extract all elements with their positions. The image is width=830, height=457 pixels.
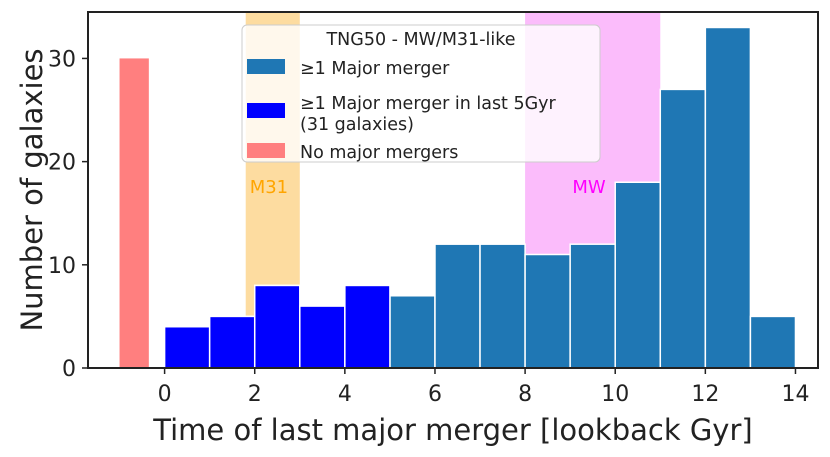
x-tick-label: 4 (338, 382, 352, 407)
y-axis-ticks: 0 10 20 30 (48, 47, 88, 382)
x-tick-label: 14 (781, 382, 809, 407)
y-axis-title: Number of galaxies (15, 48, 49, 331)
x-axis-title: Time of last major merger [lookback Gyr] (152, 413, 752, 447)
legend-label-1-0: ≥1 Major merger in last 5Gyr (300, 94, 557, 114)
bar-series0-bin6 (434, 243, 481, 369)
x-tick-label: 6 (428, 382, 442, 407)
bar-series0-bin9 (569, 243, 616, 369)
bar-series1-bin3 (299, 305, 346, 369)
bar-series0-bin12 (704, 26, 752, 369)
y-tick-label: 0 (62, 357, 76, 382)
x-tick-label: 8 (518, 382, 532, 407)
band-label-mw: MW (572, 177, 606, 198)
legend-label-0: ≥1 Major merger (300, 59, 450, 79)
legend: TNG50 - MW/M31-like ≥1 Major merger ≥1 Maj… (241, 24, 601, 163)
legend-swatch-0 (247, 59, 285, 74)
x-tick-label: 0 (158, 382, 172, 407)
bar-series2-bin0 (119, 58, 149, 368)
plot-frame (87, 11, 819, 369)
x-axis-ticks: 0 2 4 6 8 10 12 14 (158, 368, 809, 407)
bar-series0-bin8 (524, 253, 571, 369)
bar-series0-bin7 (479, 243, 526, 369)
bar-series1-bin2 (253, 284, 301, 369)
band-label-m31: M31 (250, 177, 288, 198)
x-tick-label: 10 (601, 382, 629, 407)
legend-title: TNG50 - MW/M31-like (325, 30, 515, 50)
legend-label-2: No major mergers (300, 143, 458, 163)
x-tick-label: 12 (691, 382, 719, 407)
y-tick-label: 30 (48, 47, 76, 72)
bar-series1-bin4 (344, 284, 391, 369)
x-tick-label: 2 (248, 382, 262, 407)
band-labels: M31 MW (250, 177, 606, 198)
bar-series0-bin10 (614, 181, 662, 369)
bar-series1-bin0 (163, 325, 211, 369)
bar-series0-bin5 (389, 295, 436, 369)
bar-series0-bin11 (659, 88, 707, 369)
bar-series1-bin1 (208, 315, 256, 369)
y-tick-label: 10 (48, 254, 76, 279)
y-tick-label: 20 (48, 151, 76, 176)
bar-series0-bin13 (749, 315, 797, 369)
legend-swatch-2 (247, 143, 285, 158)
legend-swatch-1 (247, 103, 285, 118)
legend-label-1-1: (31 galaxies) (300, 115, 414, 135)
legend-box (241, 24, 601, 163)
histogram-bars (119, 26, 797, 369)
